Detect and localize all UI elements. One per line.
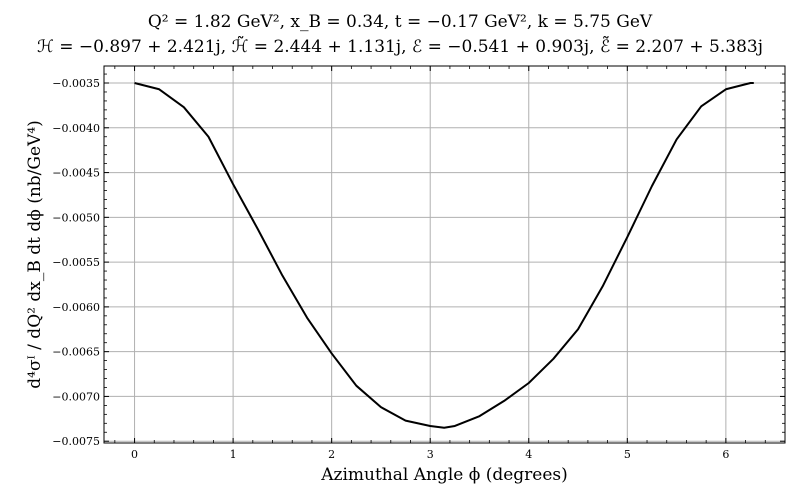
y-tick-label: −0.0040 bbox=[52, 122, 100, 135]
y-tick-label: −0.0060 bbox=[52, 301, 100, 314]
x-tick-label: 4 bbox=[525, 448, 532, 461]
series-group bbox=[134, 82, 754, 429]
x-tick-label: 5 bbox=[624, 448, 631, 461]
y-tick-label: −0.0065 bbox=[52, 346, 100, 359]
x-tick-label: 2 bbox=[328, 448, 335, 461]
y-tick-label: −0.0050 bbox=[52, 211, 100, 224]
y-tick-label: −0.0035 bbox=[52, 77, 100, 90]
x-axis-label: Azimuthal Angle ϕ (degrees) bbox=[320, 465, 568, 485]
y-tick-label: −0.0075 bbox=[52, 435, 100, 448]
x-tick-label: 1 bbox=[230, 448, 237, 461]
y-tick-label: −0.0055 bbox=[52, 256, 100, 269]
y-axis-label: d⁴σᴵ / dQ² dx_B dt dϕ (nb/GeV⁴) bbox=[25, 120, 45, 389]
series-line bbox=[134, 82, 754, 429]
chart-title-line-1: Q² = 1.82 GeV², x_B = 0.34, t = −0.17 Ge… bbox=[147, 12, 653, 32]
chart-title-line-2: ℋ = −0.897 + 2.421j, ℋ̃ = 2.444 + 1.131j… bbox=[37, 37, 763, 57]
grid bbox=[104, 66, 785, 443]
plot-frame bbox=[103, 65, 786, 444]
x-tick-label: 3 bbox=[427, 448, 434, 461]
ticks: 0 1 2 3 4 5 6 −0.0035 −0.0040 −0.0045 −0.0050 −0.00… bbox=[52, 66, 785, 461]
x-tick-label: 6 bbox=[722, 448, 729, 461]
y-tick-label: −0.0070 bbox=[52, 390, 100, 403]
x-tick-label: 0 bbox=[131, 448, 138, 461]
y-tick-label: −0.0045 bbox=[52, 167, 100, 180]
